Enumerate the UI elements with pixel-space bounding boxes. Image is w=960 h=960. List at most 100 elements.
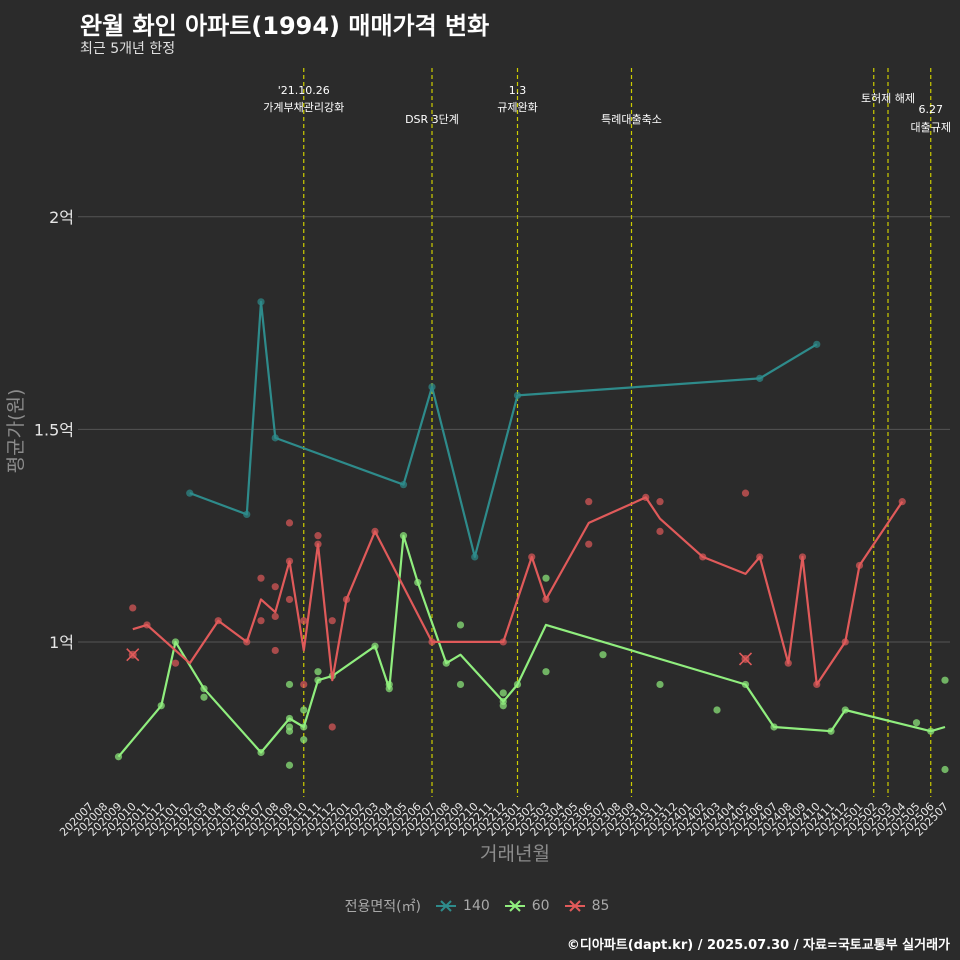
legend-swatch-60 [504,900,525,912]
event-label: 대출규제 [911,121,951,134]
data-point-85 [257,617,265,625]
data-point-85 [328,723,336,731]
data-point-60 [456,680,465,689]
legend-title: 전용면적(㎡) [344,899,422,915]
legend-item-140: 140 [435,898,490,914]
data-point-140 [257,298,265,306]
data-point-85 [285,595,294,604]
data-point-60 [371,642,379,650]
event-label: 규제완화 [497,101,537,114]
data-point-85 [656,527,664,536]
data-point-60 [285,680,294,689]
cross-stroke [126,648,140,662]
data-point-85 [699,553,707,561]
data-point-85 [342,595,351,604]
data-point-85 [741,489,750,497]
data-point-60 [542,574,550,582]
data-point-60 [499,702,507,710]
data-point-85 [214,617,222,625]
data-point-85 [756,553,764,561]
data-point-85 [528,553,536,561]
series-layer [114,298,949,774]
data-point-85 [542,595,550,604]
data-point-85 [300,680,308,689]
data-point-60 [456,621,465,629]
data-point-60 [912,719,921,727]
data-point-85 [813,680,821,689]
data-point-60 [656,680,664,689]
data-point-140 [399,481,408,489]
data-point-140 [271,434,279,442]
data-point-85 [499,638,507,646]
data-point-140 [428,383,436,391]
cross-marker-85 [738,652,753,666]
data-point-85 [314,540,322,548]
data-point-60 [841,706,849,714]
data-point-60 [542,668,550,676]
chart-title: 완월 화인 아파트(1994) 매매가격 변화 [80,12,490,40]
event-label: DSR 3단계 [405,113,459,126]
y-tick-label: 1.5억 [34,420,74,439]
data-point-85 [656,498,664,506]
data-point-85 [171,659,180,667]
data-point-60 [285,727,294,735]
data-point-60 [941,765,949,774]
data-point-60 [927,727,935,735]
event-label: 특례대출축소 [601,113,662,126]
data-point-60 [713,706,721,714]
data-point-60 [200,693,208,701]
event-label: 토허제 해제 [861,91,915,105]
data-point-85 [585,498,593,506]
legend-swatch-140 [436,900,457,912]
event-label: 가계부채관리강화 [263,101,344,114]
data-point-60 [300,706,308,714]
data-point-60 [285,714,294,723]
data-point-85 [841,638,849,646]
event-label: '21.10.26 [278,84,330,97]
data-point-60 [257,748,265,757]
y-tick-label: 1억 [49,633,74,652]
y-axis-title: 평균가(원) [5,389,27,474]
source-footer: ©디아파트(dapt.kr) / 2025.07.30 / 자료=국토교통부 실… [566,938,950,953]
data-point-85 [642,493,650,501]
cross-marker-85 [126,648,140,662]
legend-swatch-85 [564,900,585,912]
data-point-85 [428,638,436,646]
data-point-60 [827,727,835,735]
data-point-140 [243,510,251,519]
data-point-85 [798,553,807,561]
data-point-60 [171,638,180,646]
data-point-60 [741,680,750,689]
event-label: 6.27 [919,103,944,116]
data-point-60 [300,723,308,731]
data-point-85 [271,583,279,591]
data-point-60 [770,723,778,731]
data-point-60 [314,668,322,676]
data-point-85 [371,527,379,536]
data-point-85 [271,646,279,655]
data-point-85 [257,574,265,582]
data-point-60 [941,676,949,684]
data-point-85 [271,612,279,621]
data-point-140 [756,374,764,382]
data-point-140 [186,489,194,497]
data-point-85 [243,638,251,646]
data-point-85 [129,604,137,612]
data-point-85 [855,561,864,570]
data-point-140 [513,391,522,399]
data-point-140 [813,340,821,348]
data-point-60 [385,680,393,689]
legend: 전용면적(㎡) 140 60 85 [0,896,960,916]
x-axis-title: 거래년월 [480,843,550,865]
data-point-60 [499,689,507,697]
legend-item-85: 85 [564,898,610,914]
data-point-140 [471,553,479,561]
data-point-60 [599,651,607,659]
chart-subtitle: 최근 5개년 한정 [80,41,176,57]
data-point-60 [442,659,450,667]
data-point-85 [143,621,151,629]
data-point-85 [300,617,308,625]
legend-label-85: 85 [591,898,610,914]
